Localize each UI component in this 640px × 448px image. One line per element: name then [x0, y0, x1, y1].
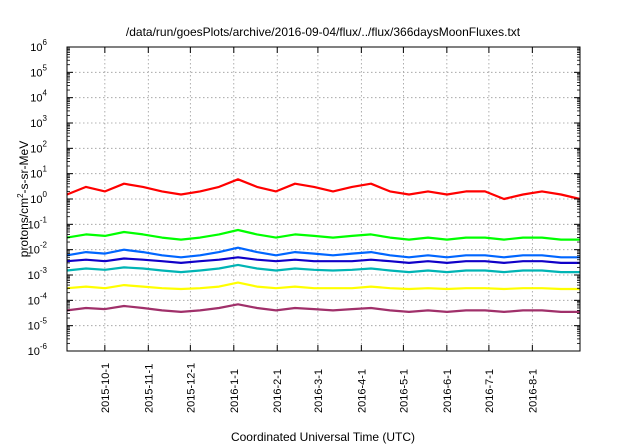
y-tick-label: 10-1 — [28, 215, 48, 231]
y-tick-label: 106 — [30, 38, 47, 54]
x-tick-label: 2015-12-1 — [185, 363, 197, 413]
series-line — [66, 263, 580, 274]
series-line — [66, 246, 580, 259]
x-tick-label: 2016-6-1 — [442, 369, 454, 413]
y-axis: 10-6 10-5 10-4 10-3 10-2 10-1 100 101 102 103 104 1… — [28, 38, 580, 358]
x-tick-label: 2016-5-1 — [398, 369, 410, 413]
y-tick-label: 10-3 — [28, 266, 48, 282]
y-tick-label: 10-2 — [28, 241, 48, 257]
y-tick-label: 105 — [30, 63, 47, 79]
y-tick-label: 101 — [30, 165, 47, 181]
x-tick-label: 2016-1-1 — [229, 369, 241, 413]
y-tick-label: 102 — [30, 139, 47, 155]
series-line — [66, 256, 580, 264]
x-tick-label: 2016-3-1 — [313, 369, 325, 413]
x-axis-title: Coordinated Universal Time (UTC) — [231, 430, 415, 444]
chart-title: /data/run/goesPlots/archive/2016-09-04/f… — [126, 25, 521, 39]
series-line — [66, 303, 580, 313]
series-line — [66, 228, 580, 241]
series-line — [66, 178, 581, 201]
series-line — [66, 281, 580, 291]
x-axis: 2015-10-1 2015-11-1 2015-12-1 2016-1-1 2016-… — [100, 47, 539, 413]
x-tick-label: 2016-2-1 — [272, 369, 284, 413]
y-tick-label: 10-5 — [28, 317, 48, 333]
x-tick-label: 2015-11-1 — [143, 364, 155, 413]
y-tick-label: 10-4 — [28, 291, 48, 307]
grid — [67, 47, 580, 351]
x-tick-label: 2016-8-1 — [527, 369, 539, 413]
y-tick-label: 104 — [30, 89, 47, 105]
x-tick-label: 2016-7-1 — [484, 369, 496, 413]
y-axis-title: protons/cm2-s-sr-MeV — [16, 141, 31, 257]
x-tick-label: 2015-10-1 — [100, 363, 112, 413]
y-tick-label: 103 — [30, 114, 47, 130]
series-layer — [66, 178, 581, 313]
x-tick-label: 2016-4-1 — [356, 369, 368, 413]
y-tick-label: 10-6 — [28, 342, 48, 358]
y-tick-label: 100 — [30, 190, 47, 206]
